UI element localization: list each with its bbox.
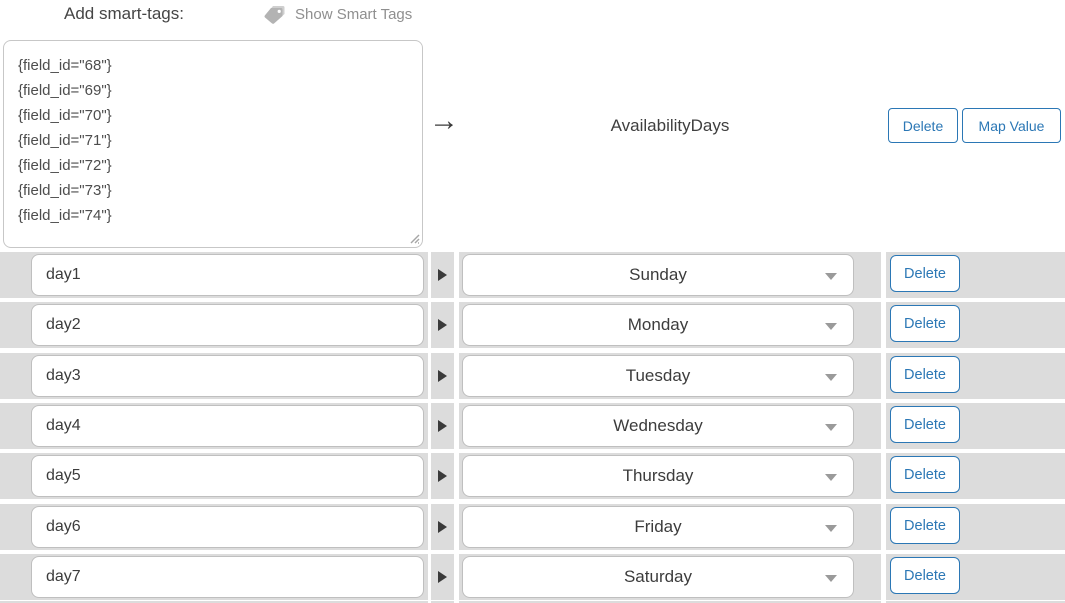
row-value-cell: Wednesday: [459, 403, 881, 449]
day-value-label: Monday: [627, 315, 689, 334]
row-actions-cell: Delete: [886, 453, 1065, 499]
day-value-select[interactable]: Wednesday: [462, 405, 854, 447]
mapping-row: Tuesday Delete: [0, 353, 1065, 399]
triangle-right-icon: [438, 269, 447, 281]
row-value-cell: Sunday: [459, 252, 881, 298]
chevron-down-icon: [825, 525, 837, 532]
row-map-cell: [431, 302, 454, 348]
row-actions-cell: Delete: [886, 252, 1065, 298]
row-key-cell: [0, 453, 428, 499]
row-delete-button[interactable]: Delete: [890, 507, 960, 544]
arrow-right-icon: →: [429, 104, 459, 137]
row-actions-cell: Delete: [886, 403, 1065, 449]
chevron-down-icon: [825, 424, 837, 431]
row-delete-button[interactable]: Delete: [890, 305, 960, 342]
row-delete-button[interactable]: Delete: [890, 356, 960, 393]
row-key-cell: [0, 302, 428, 348]
day-value-select[interactable]: Monday: [462, 304, 854, 346]
mapping-row: Monday Delete: [0, 302, 1065, 348]
chevron-down-icon: [825, 474, 837, 481]
add-smart-tags-label: Add smart-tags:: [64, 4, 184, 23]
day-value-label: Wednesday: [613, 416, 703, 435]
row-value-cell: Thursday: [459, 453, 881, 499]
row-key-input[interactable]: [31, 254, 424, 296]
mapping-row: Friday Delete: [0, 504, 1065, 550]
day-value-label: Sunday: [629, 265, 687, 284]
row-delete-button[interactable]: Delete: [890, 557, 960, 594]
triangle-right-icon: [438, 420, 447, 432]
row-delete-button[interactable]: Delete: [890, 456, 960, 493]
day-value-select[interactable]: Sunday: [462, 254, 854, 296]
map-value-button[interactable]: Map Value: [962, 108, 1061, 143]
row-actions-cell: Delete: [886, 554, 1065, 600]
day-value-select[interactable]: Saturday: [462, 556, 854, 598]
mapping-row-cutoff: [0, 601, 1065, 603]
day-value-label: Tuesday: [625, 366, 691, 385]
row-map-cell: [431, 453, 454, 499]
row-value-cell: Monday: [459, 302, 881, 348]
row-key-input[interactable]: [31, 304, 424, 346]
day-value-select[interactable]: Tuesday: [462, 355, 854, 397]
target-field-name: AvailabilityDays: [610, 116, 730, 135]
row-value-cell: Tuesday: [459, 353, 881, 399]
delete-mapping-button[interactable]: Delete: [888, 108, 958, 143]
row-map-cell: [431, 554, 454, 600]
row-actions-cell: Delete: [886, 504, 1065, 550]
row-value-cell: Saturday: [459, 554, 881, 600]
triangle-right-icon: [438, 370, 447, 382]
row-map-cell: [431, 353, 454, 399]
row-value-cell: Friday: [459, 504, 881, 550]
triangle-right-icon: [438, 470, 447, 482]
row-key-cell: [0, 252, 428, 298]
day-value-select[interactable]: Thursday: [462, 455, 854, 497]
mapping-row: Saturday Delete: [0, 554, 1065, 600]
row-key-input[interactable]: [31, 506, 424, 548]
chevron-down-icon: [825, 323, 837, 330]
chevron-down-icon: [825, 273, 837, 280]
show-smart-tags-label: Show Smart Tags: [295, 6, 413, 23]
row-actions-cell: Delete: [886, 353, 1065, 399]
mapping-row: Thursday Delete: [0, 453, 1065, 499]
row-key-cell: [0, 554, 428, 600]
row-key-input[interactable]: [31, 455, 424, 497]
day-value-label: Thursday: [622, 466, 694, 485]
mapping-row: Sunday Delete: [0, 252, 1065, 298]
row-map-cell: [431, 252, 454, 298]
row-key-cell: [0, 353, 428, 399]
row-delete-button[interactable]: Delete: [890, 406, 960, 443]
row-key-input[interactable]: [31, 355, 424, 397]
row-map-cell: [431, 504, 454, 550]
row-delete-button[interactable]: Delete: [890, 255, 960, 292]
row-key-input[interactable]: [31, 405, 424, 447]
triangle-right-icon: [438, 571, 447, 583]
row-key-input[interactable]: [31, 556, 424, 598]
day-value-select[interactable]: Friday: [462, 506, 854, 548]
smart-tags-textarea[interactable]: {field_id="68"} {field_id="69"} {field_i…: [3, 40, 423, 248]
row-map-cell: [431, 403, 454, 449]
mapping-row: Wednesday Delete: [0, 403, 1065, 449]
row-key-cell: [0, 403, 428, 449]
day-value-label: Friday: [634, 517, 682, 536]
row-key-cell: [0, 504, 428, 550]
row-actions-cell: Delete: [886, 302, 1065, 348]
chevron-down-icon: [825, 374, 837, 381]
tags-icon: [263, 5, 287, 24]
show-smart-tags-button[interactable]: Show Smart Tags: [263, 5, 412, 24]
chevron-down-icon: [825, 575, 837, 582]
triangle-right-icon: [438, 319, 447, 331]
day-value-label: Saturday: [623, 567, 693, 586]
triangle-right-icon: [438, 521, 447, 533]
